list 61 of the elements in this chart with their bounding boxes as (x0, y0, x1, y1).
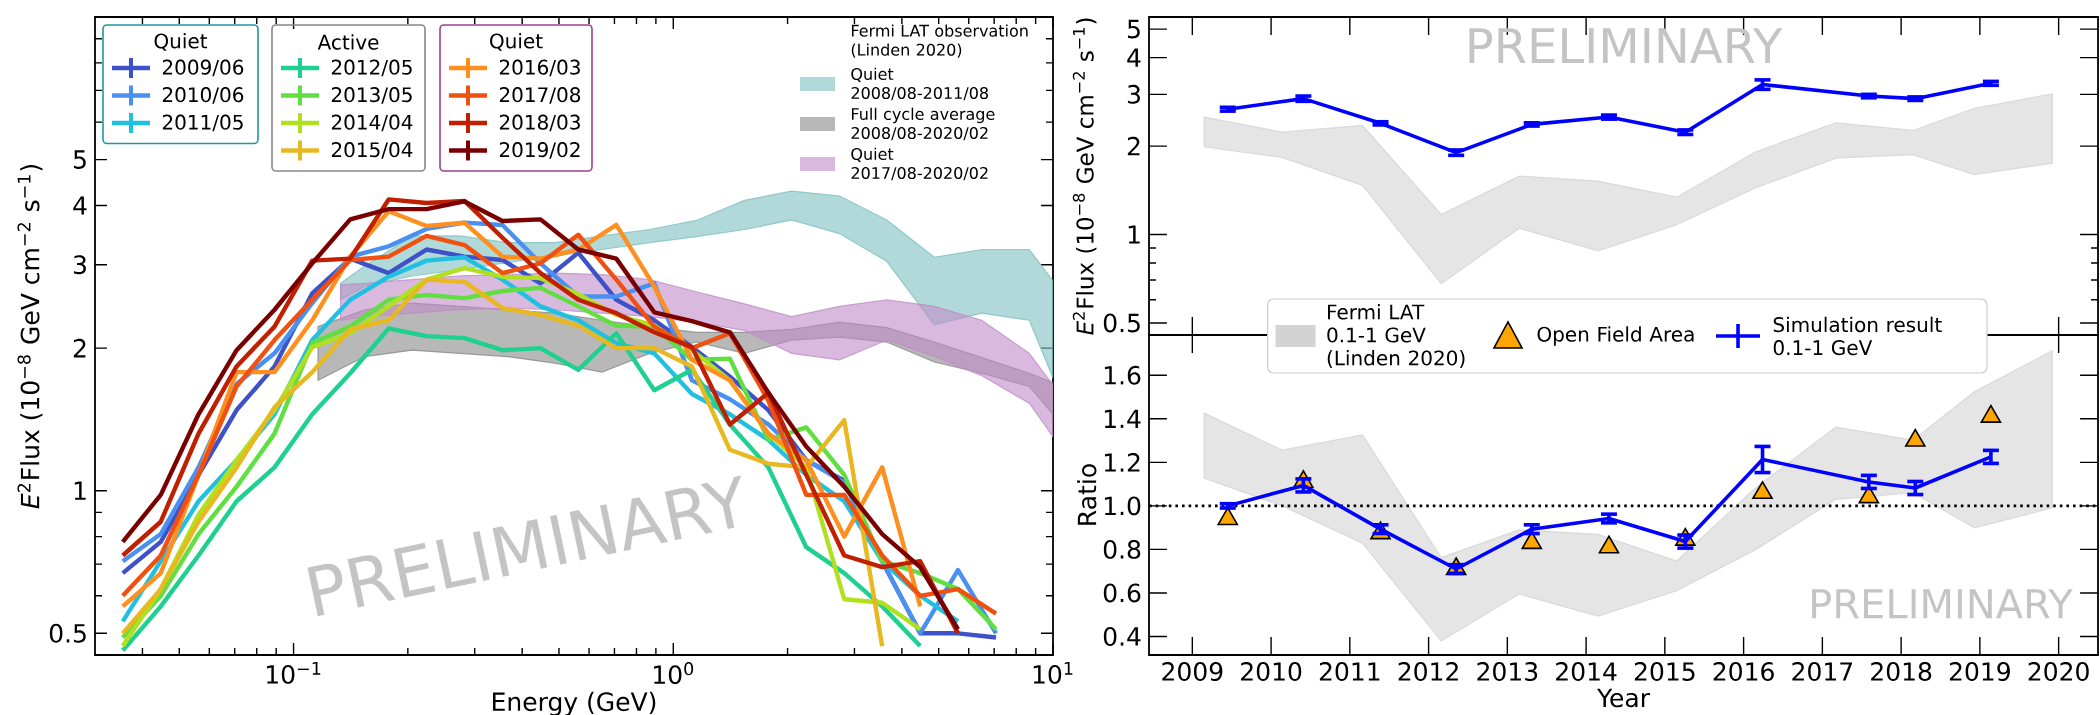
x-tick-label: 2012 (1398, 662, 1458, 681)
legend-label: Open Field Area (1537, 326, 1694, 346)
y-tick-label: 0.5 (1103, 313, 1140, 333)
y-tick-label: 4 (73, 196, 87, 215)
legend-label: 2015/04 (331, 142, 413, 159)
y-tick-label: 2 (1127, 136, 1140, 156)
legend-label: 2017/08 (499, 87, 581, 104)
x-tick-label: 10$^{1}$ (1033, 662, 1073, 684)
y-axis-title: Ratio (1077, 464, 1097, 525)
y-tick-label: 1.4 (1104, 409, 1141, 428)
annotation: PRELIMINARY (1469, 28, 1783, 64)
text: E$^{2}$Flux (10$^{−8}$ GeV cm$^{−2}$ s$^{−1}$) (17, 164, 43, 509)
y-tick-label: 5 (73, 150, 86, 169)
x-tick-label: 2010 (1241, 662, 1302, 681)
annotation: Quiet (154, 33, 208, 51)
annotation: Quiet (490, 33, 543, 51)
x-axis-title: Year (1596, 688, 1651, 708)
legend-label: Fermi LAT 0.1-1 GeV (Linden 2020) (1327, 304, 1465, 368)
legend-label: 2013/05 (331, 87, 412, 104)
y-tick-label: 5 (1127, 19, 1140, 39)
x-tick-label: 2015 (1634, 662, 1695, 681)
legend-label: 2016/03 (499, 59, 580, 77)
legend-label: 2009/06 (162, 59, 244, 77)
y-tick-label: 1 (74, 481, 86, 500)
legend-label: Quiet 2008/08-2011/08 (851, 67, 988, 101)
y-tick-label: 1.2 (1104, 453, 1140, 472)
x-tick-label: 2020 (2028, 662, 2089, 681)
y-tick-label: 0.8 (1103, 539, 1141, 559)
x-tick-label: 10$^{0}$ (654, 662, 694, 685)
y-tick-label: 1.6 (1104, 365, 1141, 385)
legend-label: 2014/04 (331, 114, 413, 132)
legend-label: 2019/02 (499, 142, 580, 159)
legend-label: 2010/06 (162, 87, 244, 104)
x-tick-label: 2009 (1162, 662, 1223, 681)
x-tick-label: 10$^{−1}$ (267, 662, 321, 684)
y-tick-label: 1.0 (1104, 496, 1141, 516)
legend-label: Simulation result 0.1-1 GeV (1773, 316, 1942, 356)
x-tick-label: 2016 (1713, 662, 1774, 681)
legend-label: Quiet 2017/08-2020/02 (851, 147, 988, 181)
legend-label: 2011/05 (162, 114, 243, 132)
y-tick-label: 0.6 (1103, 583, 1141, 603)
y-tick-label: 1 (1128, 225, 1140, 244)
y-tick-label: 3 (73, 255, 86, 275)
y-tick-label: 2 (73, 338, 86, 358)
annotation: Active (317, 34, 379, 50)
legend-title: Fermi LAT observation (Linden 2020) (851, 24, 1028, 58)
text: E$^{2}$Flux (10$^{−8}$ GeV cm$^{−2}$ s$^{−1}$) (1072, 18, 1097, 335)
annotation: PRELIMINARY (1812, 589, 2073, 619)
legend-label: Full cycle average 2008/08-2020/02 (851, 107, 995, 141)
y-tick-label: 0.4 (1103, 627, 1141, 646)
x-tick-label: 2018 (1871, 662, 1932, 681)
x-tick-label: 2014 (1556, 662, 1617, 681)
y-tick-label: 4 (1127, 48, 1141, 67)
x-tick-label: 2019 (1949, 662, 2010, 681)
x-tick-label: 2017 (1792, 662, 1853, 681)
y-tick-label: 0.5 (49, 623, 86, 643)
legend-label: 2018/03 (499, 114, 580, 132)
y-tick-label: 3 (1127, 84, 1140, 104)
x-tick-label: 2013 (1477, 662, 1538, 681)
x-tick-label: 2011 (1319, 662, 1380, 681)
legend-label: 2012/05 (331, 59, 412, 77)
